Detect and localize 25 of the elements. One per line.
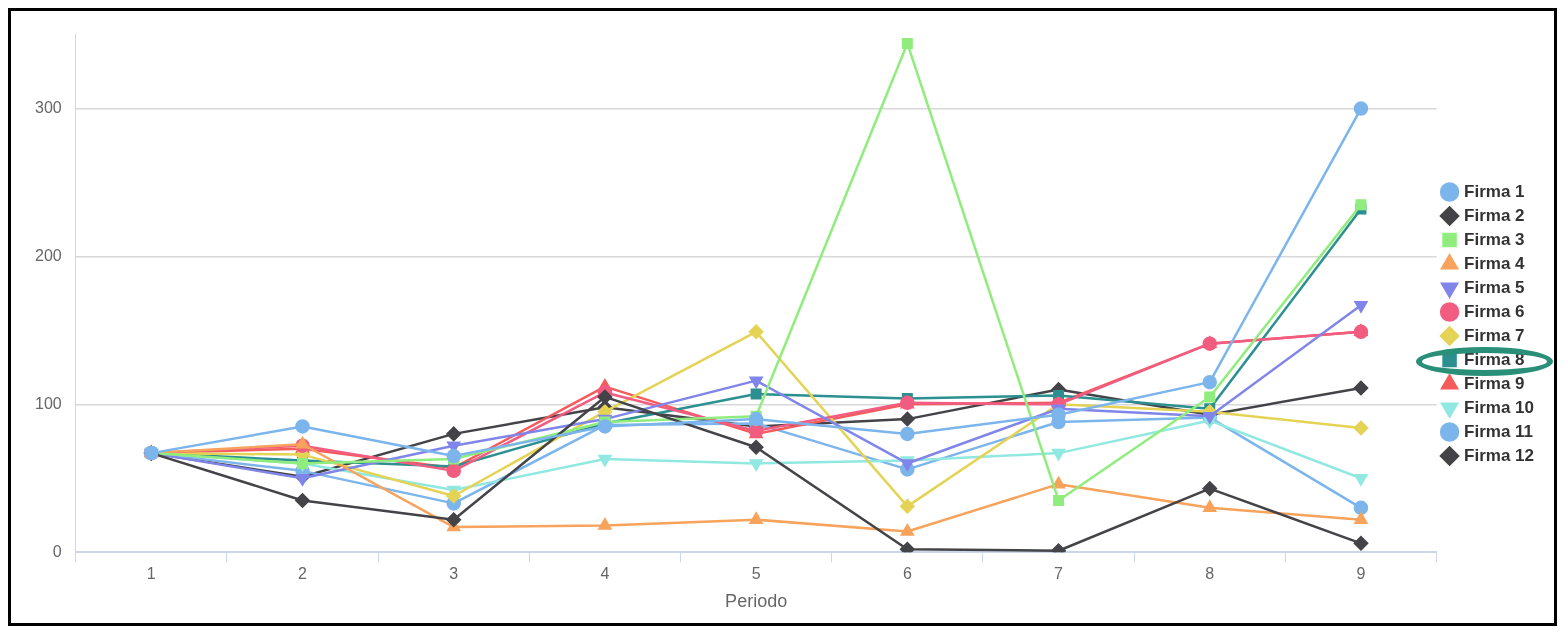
y-tick-label: 300	[34, 98, 62, 116]
x-axis-title: Periodo	[725, 591, 788, 612]
legend-label: Firma 1	[1464, 181, 1525, 201]
x-tick-label: 4	[600, 565, 610, 583]
x-tick-label: 5	[751, 565, 761, 583]
x-tick-label: 8	[1205, 565, 1215, 583]
x-tick-label: 6	[902, 565, 912, 583]
legend-label: Firma 6	[1464, 301, 1525, 321]
legend-label: Firma 7	[1464, 325, 1525, 345]
legend-label: Firma 5	[1464, 277, 1525, 297]
y-tick-label: 0	[52, 542, 62, 560]
x-tick-label: 3	[449, 565, 459, 583]
y-tick-label: 100	[34, 394, 62, 412]
x-tick-label: 2	[298, 565, 308, 583]
legend-label: Firma 2	[1464, 205, 1525, 225]
legend-label: Firma 9	[1464, 373, 1525, 393]
x-tick-label: 9	[1356, 565, 1366, 583]
legend-label: Firma 12	[1464, 445, 1535, 465]
x-tick-label: 1	[146, 565, 156, 583]
legend-label: Firma 3	[1464, 229, 1525, 249]
legend-label: Firma 11	[1464, 421, 1534, 441]
x-tick-label: 7	[1054, 565, 1064, 583]
y-tick-label: 200	[34, 246, 62, 264]
legend-label: Firma 4	[1464, 253, 1526, 273]
legend-label: Firma 10	[1464, 397, 1535, 417]
